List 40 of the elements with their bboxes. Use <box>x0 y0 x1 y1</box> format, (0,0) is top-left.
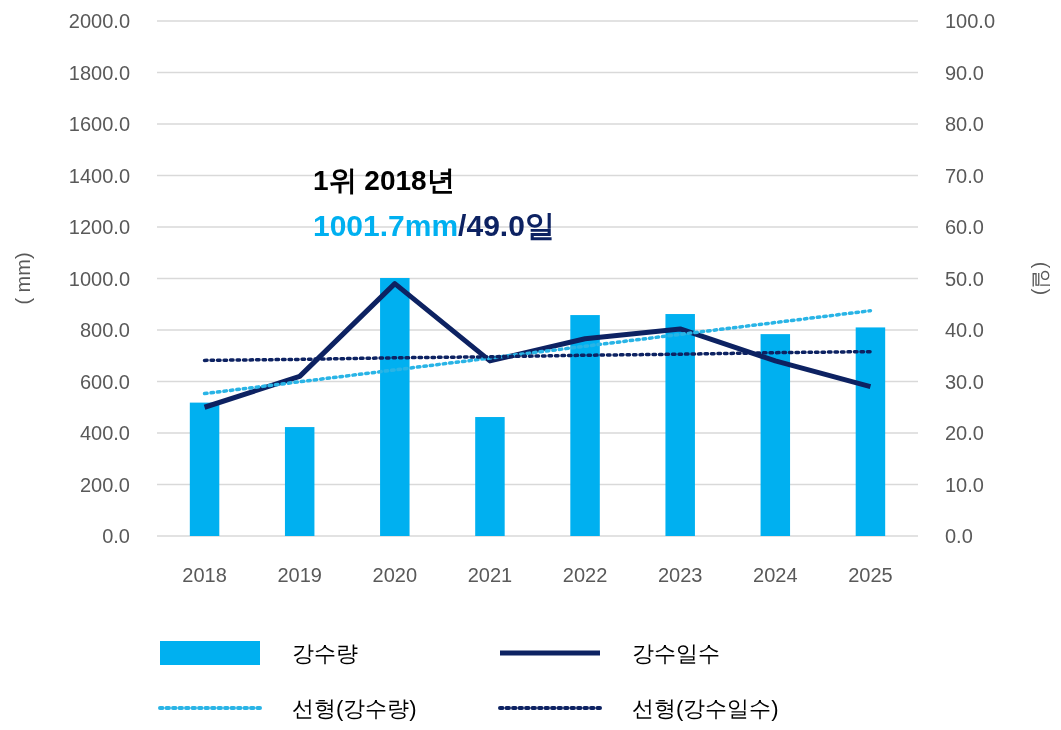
y2-tick-label: 100.0 <box>945 10 996 32</box>
annotation: 1001.7mm <box>313 209 459 242</box>
line-series <box>202 308 873 396</box>
annotation: /49.0일 <box>458 209 555 242</box>
legend-label: 선형(강수량) <box>292 696 417 721</box>
y-tick-label: 600.0 <box>79 370 130 393</box>
x-tick-label: 2024 <box>753 564 798 586</box>
y-tick-label: 1600.0 <box>68 113 130 135</box>
y-tick-label: 200.0 <box>79 473 130 496</box>
x-tick-label: 2021 <box>467 564 513 586</box>
y2-tick-label: 70.0 <box>945 164 984 187</box>
y2-tick-label: 0.0 <box>945 525 973 547</box>
y-tick-label: 400.0 <box>79 422 130 444</box>
y2-tick-label: 80.0 <box>945 113 984 135</box>
x-tick-label: 2020 <box>372 564 418 586</box>
x-tick-label: 2022 <box>562 564 608 586</box>
y2-tick-label: 40.0 <box>945 319 984 341</box>
y-tick-label: 1000.0 <box>68 267 130 290</box>
y2-tick-label: 60.0 <box>945 216 984 238</box>
y2-tick-label: 30.0 <box>945 370 984 393</box>
x-tick-label: 2018 <box>182 564 227 586</box>
y2-tick-label: 90.0 <box>945 61 984 84</box>
x-tick-label: 2019 <box>277 564 322 586</box>
y-tick-label: 0.0 <box>102 525 130 547</box>
annotation: 1위 2018년 <box>313 165 455 196</box>
y-tick-label: 800.0 <box>79 319 130 341</box>
legend-label: 선형(강수일수) <box>632 696 779 721</box>
legend-label: 강수일수 <box>632 641 720 666</box>
y2-tick-label: 10.0 <box>945 473 984 496</box>
y2-axis-title: (일) <box>1031 261 1053 296</box>
y-tick-label: 1800.0 <box>68 61 130 84</box>
y-tick-label: 1400.0 <box>68 164 130 187</box>
y-tick-label: 2000.0 <box>68 10 130 32</box>
legend-label: 강수량 <box>292 641 358 666</box>
x-tick-label: 2023 <box>657 564 703 586</box>
y2-tick-label: 50.0 <box>945 267 984 290</box>
x-tick-label: 2025 <box>848 564 893 586</box>
y-tick-label: 1200.0 <box>68 216 130 238</box>
y-axis-title: ( mm) <box>12 252 34 305</box>
y2-tick-label: 20.0 <box>945 422 984 444</box>
